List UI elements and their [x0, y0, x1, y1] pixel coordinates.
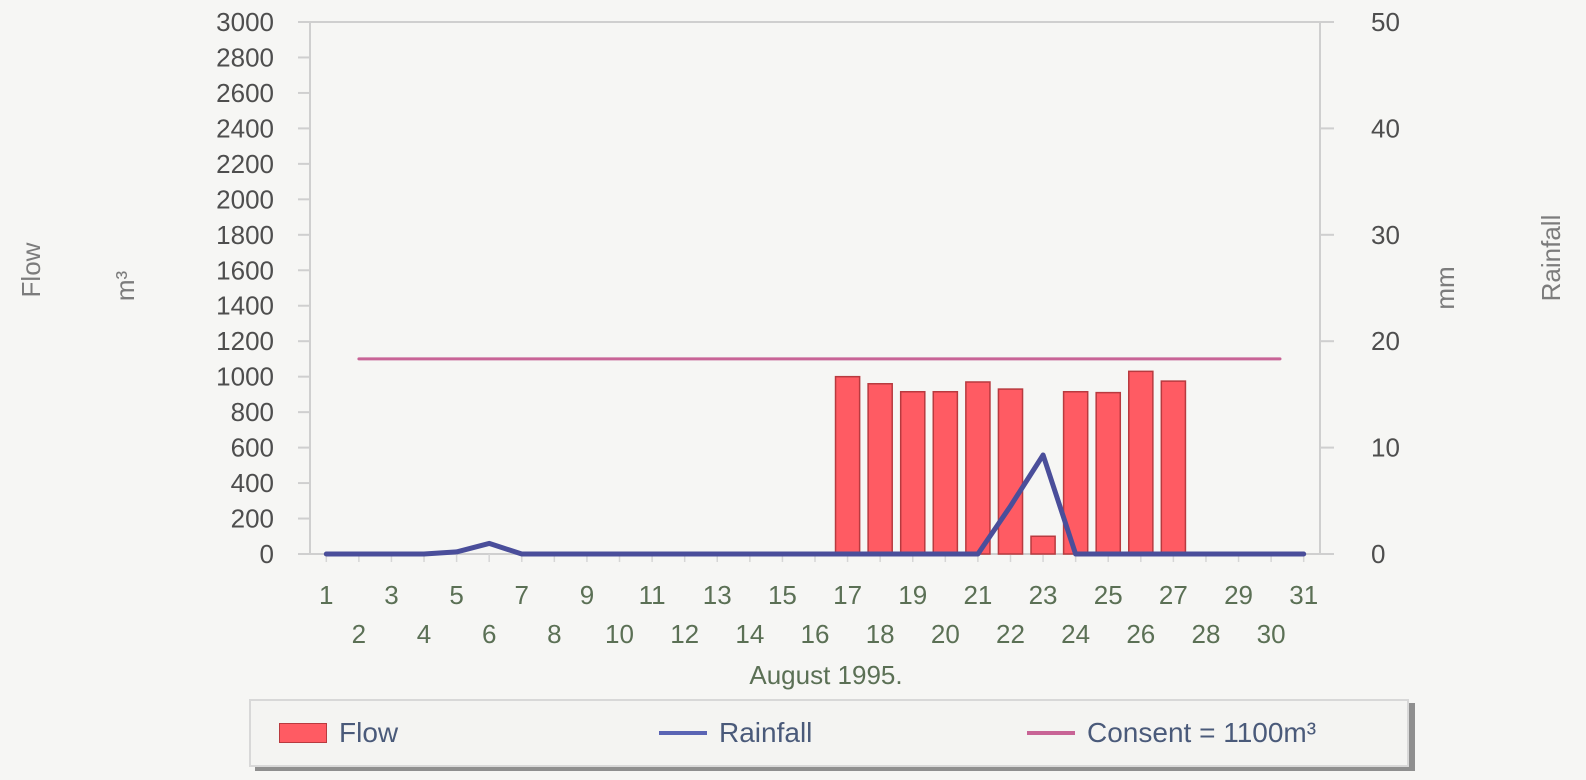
y-right-tick-label: 50 [1371, 7, 1400, 37]
x-tick-label: 2 [352, 619, 366, 649]
x-tick-label: 28 [1192, 619, 1221, 649]
y-left-tick-label: 2800 [216, 42, 274, 72]
legend-label-flow: Flow [339, 717, 399, 748]
y-left-tick-label: 1000 [216, 362, 274, 392]
x-tick-label: 4 [417, 619, 431, 649]
y-left-tick-label: 400 [231, 468, 274, 498]
x-tick-label: 19 [898, 580, 927, 610]
flow-bar [1160, 380, 1187, 555]
flow-bar [867, 383, 893, 555]
x-tick-label: 7 [515, 580, 529, 610]
flow-bar [899, 390, 926, 555]
x-tick-label: 27 [1159, 580, 1188, 610]
flow-bars [834, 370, 1187, 555]
y-left-tick-label: 200 [231, 504, 274, 534]
flow-bar [1095, 391, 1122, 555]
y-axis-left-title: Flow [16, 242, 46, 297]
x-tick-label: 3 [384, 580, 398, 610]
legend-swatch-flow [279, 723, 327, 743]
flow-bar [965, 381, 991, 555]
y-right-tick-label: 10 [1371, 433, 1400, 463]
x-tick-label: 16 [801, 619, 830, 649]
x-tick-label: 10 [605, 619, 634, 649]
legend-label-rainfall: Rainfall [719, 717, 813, 748]
x-tick-label: 13 [703, 580, 732, 610]
y-axis-right-unit: mm [1430, 266, 1460, 309]
flow-bar [1030, 535, 1056, 555]
x-tick-label: 21 [963, 580, 992, 610]
y-left-tick-label: 2600 [216, 78, 274, 108]
x-axis-title: August 1995. [749, 660, 902, 690]
x-tick-label: 17 [833, 580, 862, 610]
y-right-tick-label: 30 [1371, 220, 1400, 250]
x-tick-label: 15 [768, 580, 797, 610]
y-left-tick-label: 1800 [216, 220, 274, 250]
chart: 0200400600800100012001400160018002000220… [16, 7, 1566, 690]
y-axis-left-unit: m³ [110, 271, 140, 302]
y-right-tick-label: 0 [1371, 539, 1385, 569]
y-left-tick-label: 800 [231, 397, 274, 427]
flow-bar [834, 375, 861, 555]
y-right-tick-label: 40 [1371, 113, 1400, 143]
x-tick-label: 22 [996, 619, 1025, 649]
x-tick-label: 30 [1257, 619, 1286, 649]
y-left-tick-label: 3000 [216, 7, 274, 37]
legend-label-consent: Consent = 1100m³ [1087, 717, 1317, 748]
y-left-tick-label: 0 [260, 539, 274, 569]
legend-swatch-consent [1027, 731, 1075, 735]
y-left-tick-label: 2400 [216, 113, 274, 143]
x-tick-label: 25 [1094, 580, 1123, 610]
x-tick-label: 8 [547, 619, 561, 649]
x-tick-label: 6 [482, 619, 496, 649]
x-tick-label: 31 [1289, 580, 1318, 610]
x-tick-label: 1 [319, 580, 333, 610]
legend-swatch-rainfall [659, 731, 707, 735]
series-lines [323, 357, 1307, 557]
legend-item-consent: Consent = 1100m³ [1027, 701, 1316, 765]
tick-labels: 0200400600800100012001400160018002000220… [216, 7, 1400, 649]
y-left-tick-label: 2200 [216, 149, 274, 179]
y-left-tick-label: 600 [231, 433, 274, 463]
x-tick-label: 14 [735, 619, 764, 649]
x-tick-label: 9 [580, 580, 594, 610]
y-left-tick-label: 1200 [216, 326, 274, 356]
flow-bar [1128, 370, 1154, 555]
rainfall-line [323, 452, 1307, 557]
y-left-tick-label: 1400 [216, 291, 274, 321]
x-tick-label: 12 [670, 619, 699, 649]
legend-item-flow: Flow [279, 701, 398, 765]
y-left-tick-label: 1600 [216, 255, 274, 285]
legend-item-rainfall: Rainfall [659, 701, 812, 765]
flow-bar [932, 390, 959, 555]
x-tick-label: 11 [639, 580, 666, 610]
y-axis-right-title: Rainfall [1536, 215, 1566, 302]
legend: Flow Rainfall Consent = 1100m³ [249, 699, 1409, 767]
x-tick-label: 5 [449, 580, 463, 610]
y-right-tick-label: 20 [1371, 326, 1400, 356]
x-tick-label: 20 [931, 619, 960, 649]
x-tick-label: 23 [1029, 580, 1058, 610]
x-tick-label: 26 [1126, 619, 1155, 649]
x-tick-label: 29 [1224, 580, 1253, 610]
x-tick-label: 24 [1061, 619, 1090, 649]
y-left-tick-label: 2000 [216, 184, 274, 214]
flow-bar [997, 388, 1024, 555]
x-tick-label: 18 [866, 619, 895, 649]
